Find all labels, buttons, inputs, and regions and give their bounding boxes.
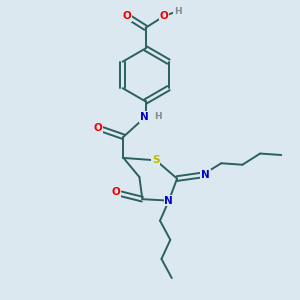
Text: H: H	[174, 7, 182, 16]
Text: N: N	[140, 112, 148, 122]
Text: N: N	[164, 196, 173, 206]
Text: N: N	[201, 170, 210, 180]
Text: S: S	[152, 155, 160, 165]
Text: O: O	[94, 123, 102, 133]
Text: O: O	[160, 11, 169, 21]
Text: H: H	[154, 112, 162, 121]
Text: O: O	[112, 188, 120, 197]
Text: O: O	[123, 11, 131, 21]
